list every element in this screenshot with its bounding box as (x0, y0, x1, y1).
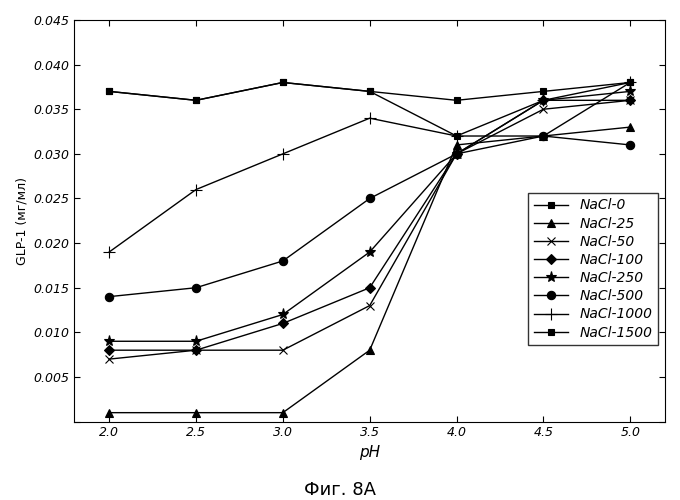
NaCl-100 (105, 347, 114, 353)
Y-axis label: GLP-1 (мг/мл): GLP-1 (мг/мл) (15, 177, 28, 265)
NaCl-50 (105, 356, 114, 362)
NaCl-50 (539, 106, 547, 112)
NaCl-1500 (279, 80, 287, 86)
Line: NaCl-100: NaCl-100 (105, 97, 634, 353)
NaCl-0 (366, 88, 374, 94)
NaCl-250 (452, 151, 460, 157)
Line: NaCl-25: NaCl-25 (105, 123, 634, 417)
NaCl-1500 (626, 80, 634, 86)
NaCl-500 (192, 284, 200, 290)
NaCl-0 (192, 98, 200, 103)
NaCl-100 (366, 284, 374, 290)
NaCl-50 (279, 347, 287, 353)
Text: Фиг. 8A: Фиг. 8A (304, 481, 376, 499)
NaCl-0 (452, 133, 460, 139)
NaCl-50 (366, 302, 374, 308)
NaCl-0 (539, 133, 547, 139)
NaCl-50 (192, 347, 200, 353)
NaCl-0 (105, 88, 114, 94)
NaCl-25 (105, 410, 114, 416)
NaCl-1000 (192, 186, 200, 192)
NaCl-1000 (366, 115, 374, 121)
Line: NaCl-0: NaCl-0 (105, 79, 634, 140)
NaCl-250 (192, 338, 200, 344)
NaCl-500 (366, 196, 374, 202)
NaCl-25 (539, 133, 547, 139)
NaCl-500 (539, 133, 547, 139)
NaCl-25 (452, 142, 460, 148)
NaCl-1500 (366, 88, 374, 94)
NaCl-25 (626, 124, 634, 130)
NaCl-1500 (192, 98, 200, 103)
NaCl-25 (279, 410, 287, 416)
NaCl-500 (452, 151, 460, 157)
NaCl-1000 (452, 133, 460, 139)
NaCl-0 (279, 80, 287, 86)
Line: NaCl-500: NaCl-500 (105, 132, 634, 301)
NaCl-50 (452, 151, 460, 157)
X-axis label: pH: pH (359, 445, 380, 460)
NaCl-1000 (105, 249, 114, 255)
NaCl-25 (192, 410, 200, 416)
Line: NaCl-250: NaCl-250 (103, 86, 636, 347)
NaCl-500 (626, 142, 634, 148)
NaCl-100 (626, 98, 634, 103)
NaCl-250 (626, 88, 634, 94)
NaCl-1000 (539, 98, 547, 103)
NaCl-250 (105, 338, 114, 344)
NaCl-1500 (105, 88, 114, 94)
NaCl-100 (539, 98, 547, 103)
NaCl-250 (539, 98, 547, 103)
NaCl-1500 (452, 98, 460, 103)
NaCl-0 (626, 80, 634, 86)
NaCl-250 (366, 249, 374, 255)
NaCl-1500 (539, 88, 547, 94)
NaCl-100 (192, 347, 200, 353)
Line: NaCl-1500: NaCl-1500 (105, 79, 634, 104)
NaCl-100 (279, 320, 287, 326)
NaCl-1000 (626, 80, 634, 86)
NaCl-500 (105, 294, 114, 300)
NaCl-100 (452, 151, 460, 157)
Line: NaCl-50: NaCl-50 (105, 96, 634, 363)
Line: NaCl-1000: NaCl-1000 (103, 77, 636, 258)
NaCl-1000 (279, 151, 287, 157)
Legend: NaCl-0, NaCl-25, NaCl-50, NaCl-100, NaCl-250, NaCl-500, NaCl-1000, NaCl-1500: NaCl-0, NaCl-25, NaCl-50, NaCl-100, NaCl… (528, 193, 658, 345)
NaCl-25 (366, 347, 374, 353)
NaCl-250 (279, 312, 287, 318)
NaCl-500 (279, 258, 287, 264)
NaCl-50 (626, 98, 634, 103)
